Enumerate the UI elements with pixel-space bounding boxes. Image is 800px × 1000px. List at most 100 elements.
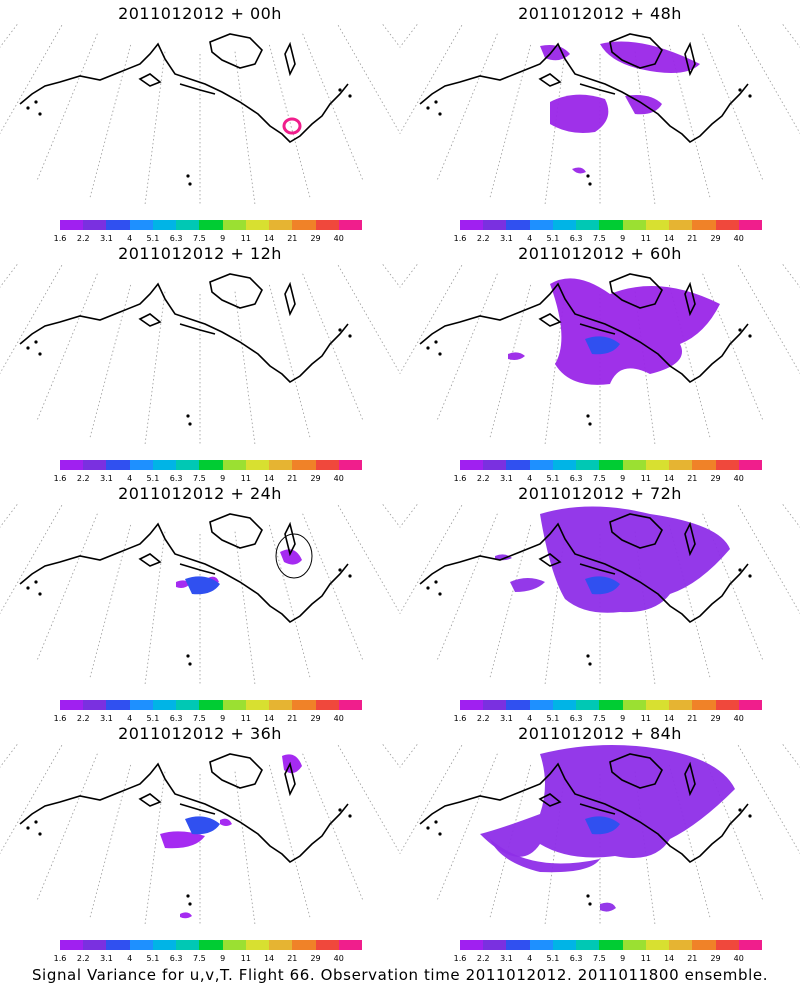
lat-lon-grid (0, 264, 400, 444)
island (588, 422, 592, 426)
colorbar-swatch (152, 220, 177, 230)
colorbar-tick-label: 3.1 (500, 954, 513, 963)
signal-area (585, 336, 620, 355)
colorbar-swatch (106, 220, 130, 230)
colorbar-tick-label: 21 (287, 234, 298, 243)
island (438, 592, 442, 596)
island (748, 574, 752, 578)
colorbar-swatch (245, 220, 270, 230)
colorbar-tick-label: 1.6 (453, 954, 467, 963)
colorbar-tick-label: 9 (220, 474, 226, 483)
colorbar-tick-label: 21 (687, 714, 698, 723)
colorbar-swatch (506, 940, 530, 950)
coastline (19, 273, 349, 384)
colorbar-swatch (692, 940, 716, 950)
colorbar-swatch (599, 940, 623, 950)
signal-area (540, 506, 730, 613)
island (748, 814, 752, 818)
colorbar-tick-label: 40 (733, 954, 744, 963)
colorbar-tick-label: 6.3 (169, 474, 183, 483)
colorbar-swatch (529, 700, 553, 710)
colorbar-swatch (576, 940, 600, 950)
colorbar-tick-label: 4 (127, 234, 133, 243)
colorbar-tick-label: 11 (640, 714, 651, 723)
panel-title: 2011012012 + 48h (518, 4, 682, 23)
colorbar-swatch (622, 220, 646, 230)
colorbar-tick-label: 29 (710, 234, 721, 243)
signal-area (600, 41, 700, 73)
colorbar-swatch (483, 460, 507, 470)
colorbar-swatch (245, 460, 270, 470)
colorbar-swatch (506, 220, 530, 230)
colorbar-tick-label: 2.2 (76, 474, 90, 483)
colorbar-swatch (483, 700, 507, 710)
island (26, 346, 30, 350)
colorbar-tick-label: 4 (527, 234, 533, 243)
colorbar-swatch (692, 460, 716, 470)
polar-stereographic-map (400, 24, 800, 204)
colorbar-swatch (622, 700, 646, 710)
colorbar-swatch (645, 700, 670, 710)
colorbar-swatch (222, 940, 246, 950)
signal-area (550, 94, 609, 133)
colorbar-tick-label: 2.2 (76, 234, 90, 243)
colorbar-tick-label: 1.6 (53, 954, 67, 963)
forecast-panel: 2011012012 + 60h 1.6 2.2 3.1 4 5.1 6.3 7.5 9 11 14… (400, 240, 800, 488)
colorbar-swatch (738, 220, 763, 230)
signal-area (572, 167, 586, 174)
colorbar-tick-label: 1.6 (53, 474, 67, 483)
colorbar-swatch (645, 220, 670, 230)
colorbar-swatch (669, 700, 693, 710)
colorbar-tick-label: 6.3 (569, 954, 583, 963)
colorbar-swatch (60, 940, 84, 950)
panel-title: 2011012012 + 84h (518, 724, 682, 743)
colorbar-swatch (576, 220, 600, 230)
colorbar-tick-label: 7.5 (593, 234, 606, 243)
island (188, 662, 192, 666)
colorbar-tick-label: 9 (220, 714, 226, 723)
colorbar-tick-label: 29 (310, 714, 321, 723)
colorbar-tick-label: 11 (240, 234, 251, 243)
island (348, 334, 352, 338)
forecast-panel: 2011012012 + 12h 1.6 2.2 3.1 4 5.1 6.3 7.5 9 11 14… (0, 240, 400, 488)
polar-stereographic-map (0, 744, 400, 924)
colorbar-swatch (83, 460, 107, 470)
polar-stereographic-map (400, 504, 800, 684)
colorbar-tick-label: 21 (287, 714, 298, 723)
colorbar-tick-label: 29 (710, 474, 721, 483)
island (186, 174, 190, 178)
colorbar-swatch (645, 460, 670, 470)
colorbar-tick-label: 2.2 (476, 474, 490, 483)
colorbar-tick-label: 14 (263, 954, 275, 963)
colorbar-tick-label: 4 (527, 954, 533, 963)
signal-area (600, 902, 616, 912)
panel-title: 2011012012 + 36h (118, 724, 282, 743)
colorbar-tick-label: 40 (333, 234, 344, 243)
colorbar-swatch (338, 940, 363, 950)
colorbar-swatch (715, 940, 739, 950)
footer-caption: Signal Variance for u,v,T. Flight 66. Ob… (31, 966, 769, 984)
island (588, 662, 592, 666)
colorbar-tick-label: 6.3 (569, 474, 583, 483)
coastline (19, 513, 349, 624)
polar-stereographic-map (0, 24, 400, 204)
colorbar-tick-label: 6.3 (569, 714, 583, 723)
colorbar-swatch (60, 700, 84, 710)
colorbar-tick-label: 1.6 (453, 234, 467, 243)
colorbar-tick-label: 9 (220, 954, 226, 963)
colorbar-swatch (269, 940, 293, 950)
signal-area (508, 352, 525, 360)
colorbar-swatch (129, 700, 153, 710)
colorbar (60, 700, 363, 712)
colorbar-swatch (483, 940, 507, 950)
island (426, 346, 430, 350)
island (186, 894, 190, 898)
colorbar (60, 220, 363, 232)
colorbar-ticks: 1.6 2.2 3.1 4 5.1 6.3 7.5 9 11 14 21 29 40 (454, 954, 762, 964)
island (188, 182, 192, 186)
colorbar-swatch (529, 460, 553, 470)
signal-area (220, 818, 232, 826)
panel-title: 2011012012 + 60h (518, 244, 682, 263)
colorbar-swatch (338, 460, 363, 470)
colorbar-swatch (199, 220, 223, 230)
